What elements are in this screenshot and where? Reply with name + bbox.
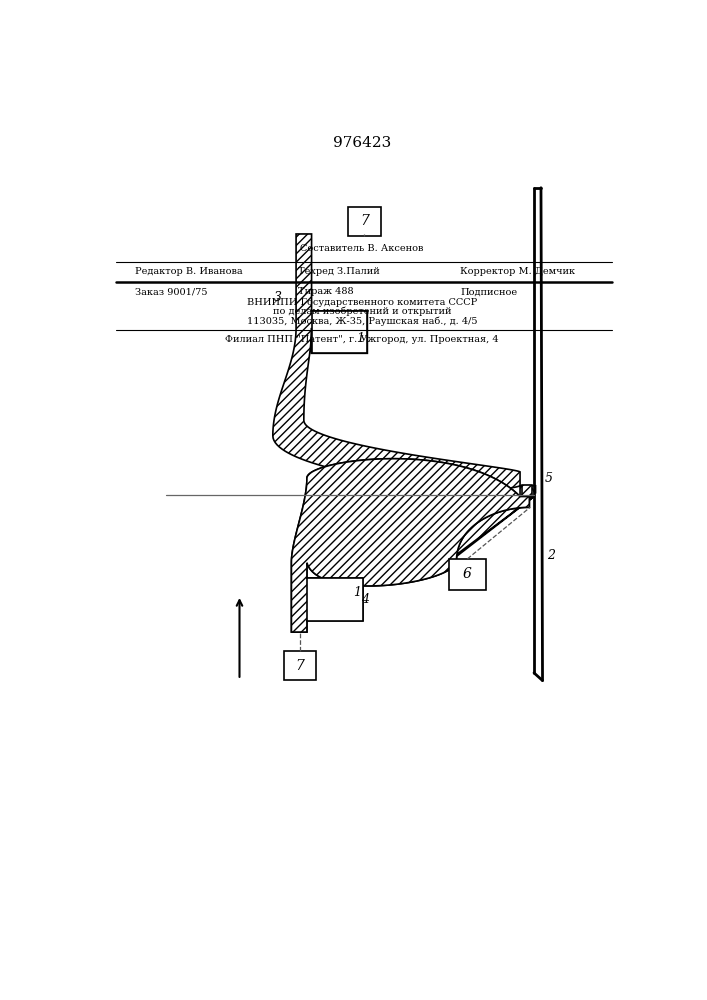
Text: 1: 1 bbox=[356, 332, 363, 345]
Polygon shape bbox=[291, 459, 534, 632]
Text: 3: 3 bbox=[274, 291, 282, 304]
Text: Составитель В. Аксенов: Составитель В. Аксенов bbox=[300, 244, 423, 253]
Bar bbox=[307, 578, 363, 620]
Text: Подписное: Подписное bbox=[460, 287, 518, 296]
Text: Корректор М. Демчик: Корректор М. Демчик bbox=[460, 267, 575, 276]
Text: Филиал ПНП "Патент", г. Ужгород, ул. Проектная, 4: Филиал ПНП "Патент", г. Ужгород, ул. Про… bbox=[225, 335, 498, 344]
Bar bbox=[284, 651, 316, 680]
Bar bbox=[522, 485, 532, 497]
Text: 1: 1 bbox=[354, 586, 361, 599]
Text: Тираж 488: Тираж 488 bbox=[298, 287, 354, 296]
Text: 976423: 976423 bbox=[333, 136, 391, 150]
Text: 5: 5 bbox=[545, 472, 553, 485]
Bar bbox=[348, 207, 380, 235]
Text: 2: 2 bbox=[547, 549, 555, 562]
Text: 7: 7 bbox=[360, 214, 369, 228]
Text: ВНИИПИ Государственного комитета СССР: ВНИИПИ Государственного комитета СССР bbox=[247, 298, 477, 307]
Text: по делам изобретений и открытий: по делам изобретений и открытий bbox=[273, 307, 451, 316]
Polygon shape bbox=[291, 459, 534, 632]
Text: Техред З.Палий: Техред З.Палий bbox=[298, 267, 380, 276]
Text: 6: 6 bbox=[463, 567, 472, 581]
Text: Заказ 9001/75: Заказ 9001/75 bbox=[135, 287, 207, 296]
Bar bbox=[312, 311, 368, 353]
Text: 4: 4 bbox=[361, 593, 369, 606]
Text: 7: 7 bbox=[296, 659, 305, 673]
Text: 113035, Москва, Ж-35, Раушская наб., д. 4/5: 113035, Москва, Ж-35, Раушская наб., д. … bbox=[247, 316, 477, 326]
Text: Редактор В. Иванова: Редактор В. Иванова bbox=[135, 267, 243, 276]
Bar bbox=[449, 559, 486, 590]
Polygon shape bbox=[273, 234, 535, 497]
